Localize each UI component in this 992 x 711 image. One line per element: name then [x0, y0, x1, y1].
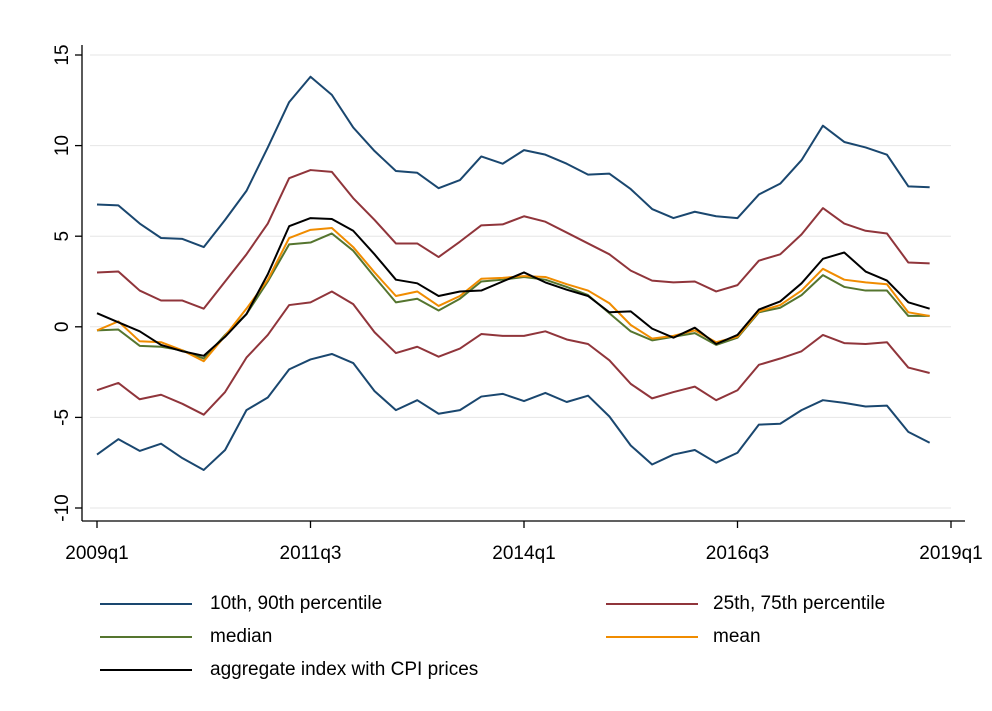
legend-label: 25th, 75th percentile	[713, 593, 885, 614]
x-tick-label: 2011q3	[280, 543, 342, 564]
series-line	[96, 290, 930, 416]
y-tick-label: 5	[52, 231, 73, 242]
y-tick-label: -5	[52, 409, 73, 426]
legend-label: aggregate index with CPI prices	[210, 659, 478, 680]
y-tick-label: 0	[52, 322, 73, 333]
series-line	[96, 352, 931, 471]
x-tick-label: 2014q1	[492, 543, 555, 564]
y-tick-label: -10	[52, 494, 73, 521]
x-tick-label: 2009q1	[65, 543, 128, 564]
series-line	[96, 169, 930, 310]
x-tick-label: 2019q1	[919, 543, 982, 564]
series-line	[96, 75, 930, 249]
series-line	[96, 227, 930, 363]
series-line	[96, 217, 930, 357]
legend-label: median	[210, 626, 272, 647]
y-tick-label: 10	[52, 135, 73, 156]
x-tick-label: 2016q3	[706, 543, 769, 564]
y-tick-label: 15	[52, 44, 73, 65]
legend-label: mean	[713, 626, 761, 647]
legend-label: 10th, 90th percentile	[210, 593, 382, 614]
